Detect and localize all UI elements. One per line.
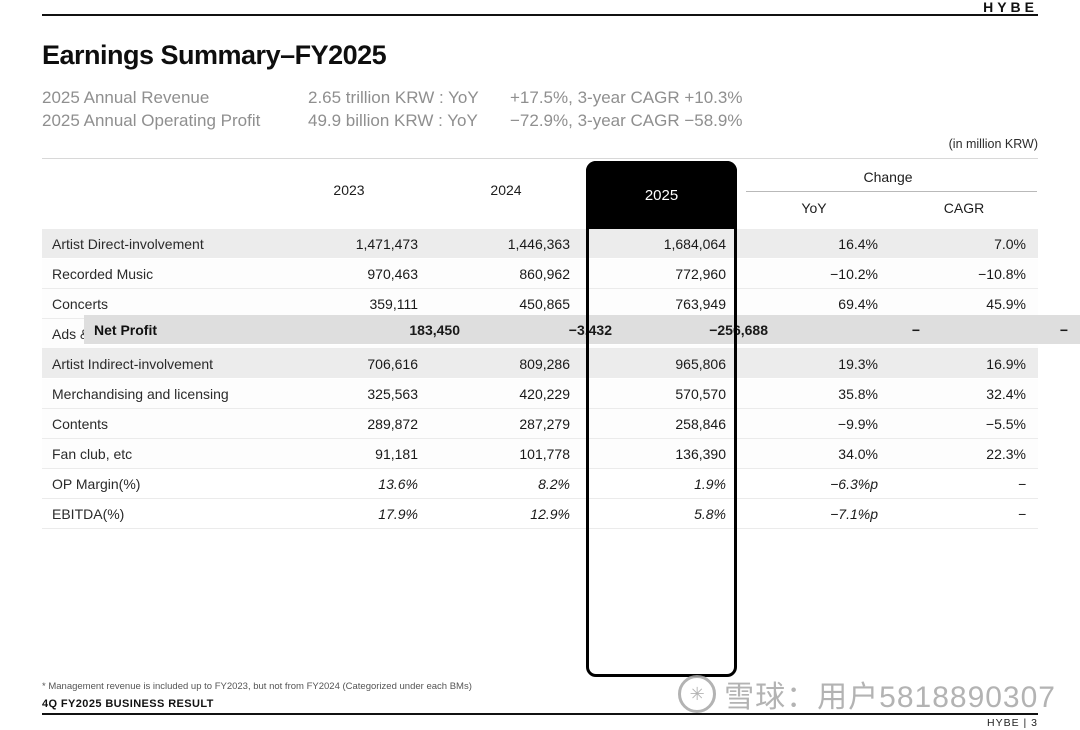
table-row: OP Margin(%) 13.6% 8.2% 1.9% −6.3%p − [42,469,1038,499]
value-2024: −3,432 [568,321,612,338]
table-row: EBITDA(%) 17.9% 12.9% 5.8% −7.1%p − [42,499,1038,529]
hybe-logo: HYBE [983,0,1038,15]
value-2025: 772,960 [675,265,726,282]
value-2024: 1,446,363 [507,235,570,252]
value-2025: 763,949 [675,295,726,312]
value-cagr: 22.3% [986,445,1026,462]
value-cagr: −5.5% [985,415,1026,432]
value-yoy: 35.8% [838,385,878,402]
row-label: Concerts [52,295,109,312]
value-2023: 183,450 [409,321,460,338]
value-2025: 1,684,064 [663,235,726,252]
value-2024: 287,279 [519,415,570,432]
row-label: OP Margin(%) [52,475,141,492]
value-2024: 450,865 [519,295,570,312]
footer-report-name: 4Q FY2025 BUSINESS RESULT [42,698,214,710]
value-2023: 359,111 [369,295,418,312]
row-label: Merchandising and licensing [52,385,229,402]
value-2023: 289,872 [367,415,418,432]
footer-rule [42,713,1038,715]
table-row: Artist Direct-involvement 1,471,473 1,446,… [42,229,1038,259]
value-yoy: 16.4% [838,235,878,252]
row-label: EBITDA(%) [52,505,125,522]
value-cagr: 16.9% [986,355,1026,372]
column-header-2023: 2023 [333,182,365,198]
table-row: Merchandising and licensing 325,563 420,22… [42,379,1038,409]
value-2025: 258,846 [675,415,726,432]
value-2025: 1.9% [694,475,726,492]
table-row: Recorded Music 970,463 860,962 772,960 −10.2… [42,259,1038,289]
value-yoy: 69.4% [838,295,878,312]
change-column-group-label: Change [863,169,913,185]
row-label: Artist Indirect-involvement [52,355,214,372]
value-yoy: − [911,321,920,338]
table-row: Net Profit 183,450 −3,432 −256,688 − − [84,315,1080,345]
table-footnote: * Management revenue is included up to F… [42,681,472,692]
value-2025: −256,688 [709,321,768,338]
value-2023: 706,616 [367,355,418,372]
value-yoy: 34.0% [838,445,878,462]
value-cagr: 32.4% [986,385,1026,402]
row-label: Contents [52,415,109,432]
page-title: Earnings Summary–FY2025 [42,40,387,70]
value-2025: 965,806 [675,355,726,372]
column-header-yoy: YoY [801,200,827,216]
value-yoy: −6.3%p [830,475,878,492]
row-label: Fan club, etc [52,445,133,462]
table-row: Artist Indirect-involvement 706,616 809,28… [42,349,1038,379]
value-2025: 5.8% [694,505,726,522]
value-cagr: − [1017,505,1026,522]
value-2024: 420,229 [519,385,570,402]
value-yoy: −7.1%p [830,505,878,522]
annual-summary: 2025 Annual Revenue 2.65 trillion KRW : … [42,86,742,132]
table-row: Contents 289,872 287,279 258,846 −9.9% −5.5% [42,409,1038,439]
value-cagr: − [1017,475,1026,492]
value-yoy: 19.3% [838,355,878,372]
row-label: Artist Direct-involvement [52,235,204,252]
summary-change: −72.9%, 3-year CAGR −58.9% [510,111,743,130]
value-2023: 970,463 [367,265,418,282]
value-2023: 13.6% [378,475,418,492]
summary-label: 2025 Annual Revenue [42,88,210,107]
column-header-2024: 2024 [490,182,522,198]
value-2024: 12.9% [530,505,570,522]
summary-line-revenue: 2025 Annual Revenue 2.65 trillion KRW : … [42,86,742,109]
value-cagr: − [1059,321,1068,338]
value-2023: 91,181 [375,445,418,462]
summary-amount: 2.65 trillion KRW : YoY [308,88,479,107]
summary-change: +17.5%, 3-year CAGR +10.3% [510,88,743,107]
top-rule [42,14,1038,16]
table-rows: Total Revenue2,178,0882,255,6492,649,870… [42,229,1080,529]
footer-page-number: HYBE | 3 [987,717,1038,729]
value-cagr: 45.9% [986,295,1026,312]
earnings-table: Change 2023 2024 YoY CAGR Total Revenue2… [42,158,1080,679]
value-2025: 136,390 [675,445,726,462]
value-2023: 1,471,473 [355,235,418,252]
row-label: Net Profit [94,321,157,338]
value-2023: 17.9% [378,505,418,522]
summary-line-operating-profit: 2025 Annual Operating Profit 49.9 billio… [42,109,742,132]
row-label: Recorded Music [52,265,154,282]
value-2025: 570,570 [675,385,726,402]
column-header-cagr: CAGR [943,200,985,216]
value-yoy: −10.2% [830,265,878,282]
summary-amount: 49.9 billion KRW : YoY [308,111,478,130]
value-2024: 860,962 [519,265,570,282]
value-yoy: −9.9% [837,415,878,432]
xueqiu-snowball-icon: ✳ [678,675,717,713]
change-group-underline [746,191,1037,192]
value-cagr: 7.0% [994,235,1026,252]
table-header: Change 2023 2024 YoY CAGR [42,159,1038,230]
value-2024: 101,778 [519,445,570,462]
summary-label: 2025 Annual Operating Profit [42,111,261,130]
value-2024: 8.2% [538,475,570,492]
table-row: Fan club, etc 91,181 101,778 136,390 34.0% 22… [42,439,1038,469]
value-2024: 809,286 [519,355,570,372]
value-cagr: −10.8% [978,265,1026,282]
unit-note: (in million KRW) [948,137,1038,151]
value-2023: 325,563 [367,385,418,402]
